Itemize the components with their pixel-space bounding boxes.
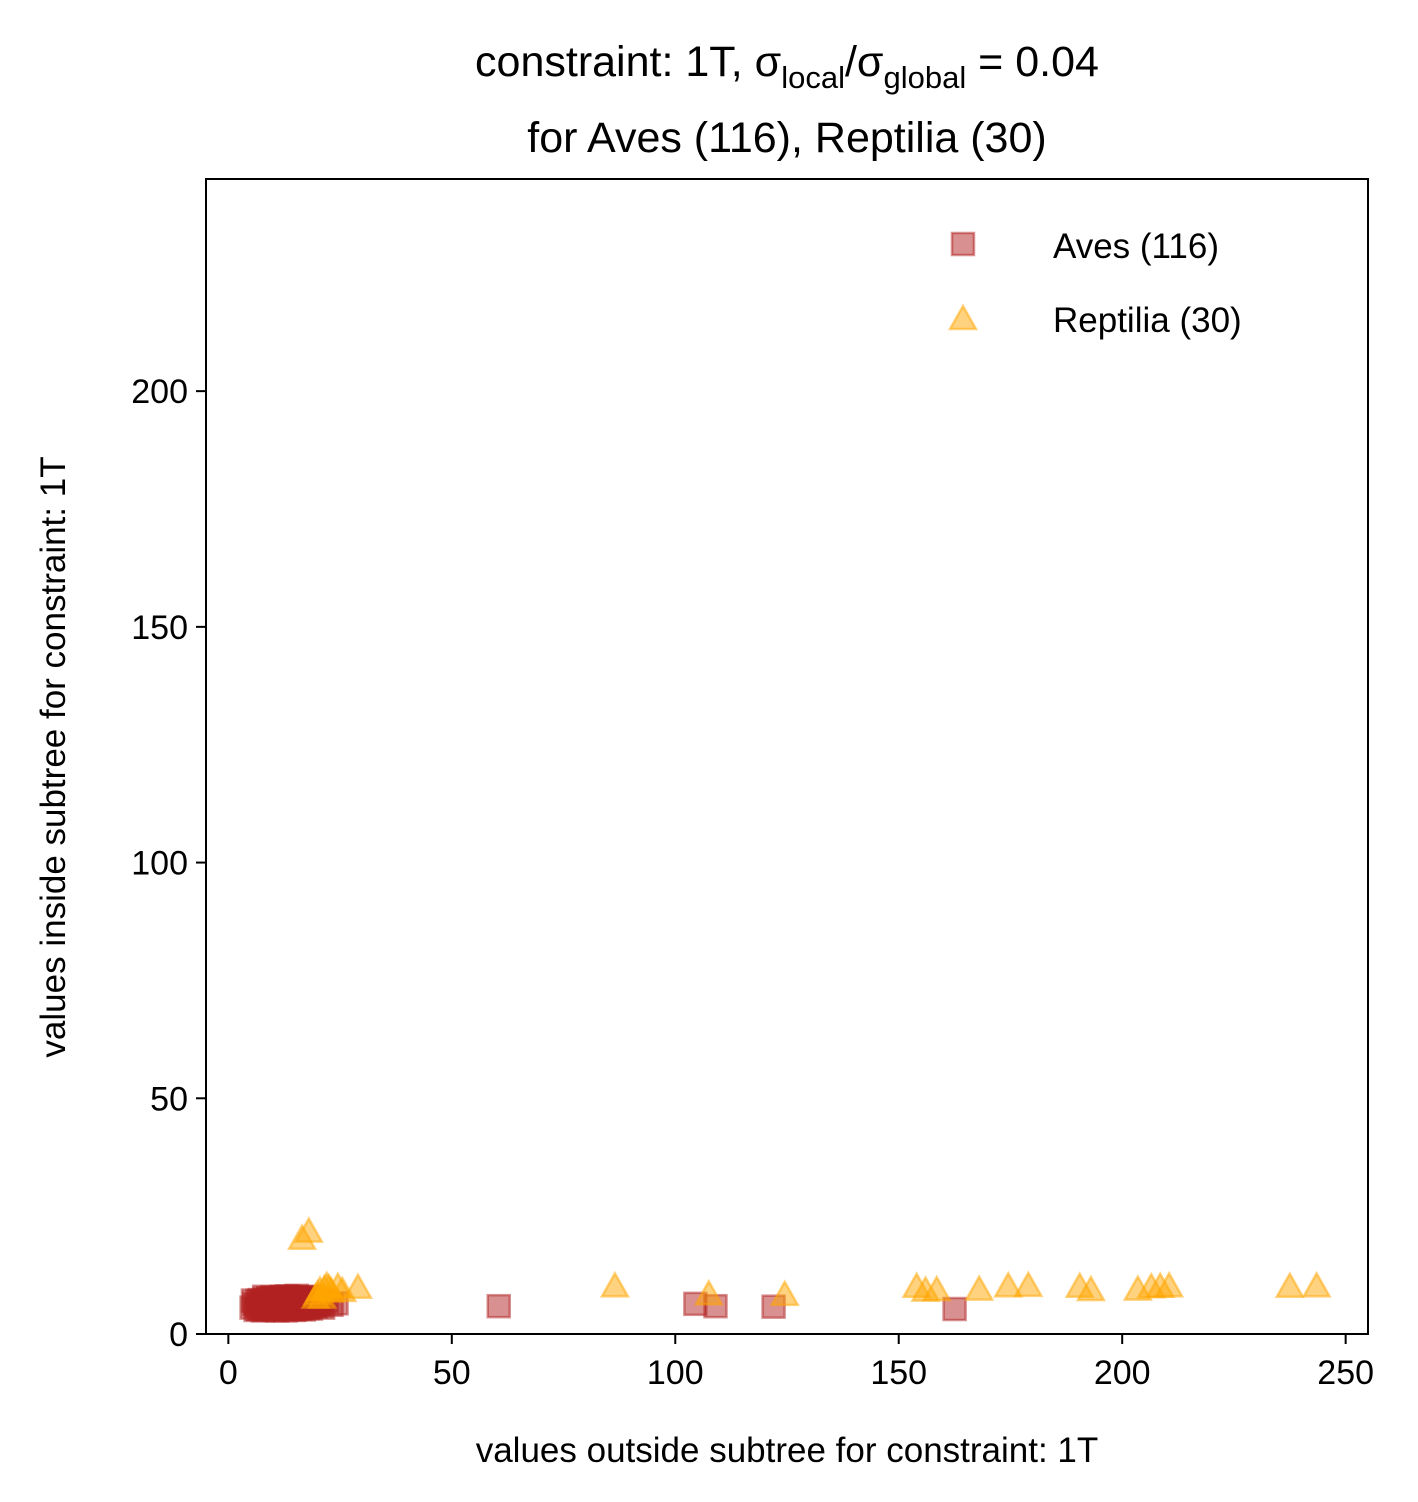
reptilia-point: [1075, 1274, 1107, 1302]
y-tick-label: 150: [131, 609, 188, 647]
legend-marker-aves: [950, 231, 976, 257]
y-tick-label: 100: [131, 845, 188, 883]
y-tick-label: 50: [150, 1080, 188, 1118]
chart-title-line2: for Aves (116), Reptilia (30): [527, 114, 1046, 162]
reptilia-point: [1013, 1270, 1044, 1298]
reptilia-point: [1301, 1270, 1332, 1298]
aves-point: [942, 1296, 967, 1322]
reptilia-point: [342, 1272, 374, 1299]
reptilia-point: [1153, 1270, 1185, 1298]
y-tick-label: 200: [131, 373, 188, 411]
reptilia-point: [1274, 1271, 1305, 1299]
x-tick-label: 50: [433, 1354, 471, 1392]
reptilia-point: [302, 1278, 333, 1306]
x-tick-label: 100: [647, 1354, 704, 1392]
aves-point: [486, 1293, 511, 1319]
reptilia-point: [599, 1270, 631, 1298]
reptilia-point: [993, 1270, 1024, 1298]
reptilia-point: [769, 1279, 800, 1307]
y-axis-label: values inside subtree for constraint: 1T: [34, 456, 73, 1057]
series-reptilia: [286, 1216, 1332, 1309]
x-tick-label: 200: [1094, 1354, 1151, 1392]
title-subscript-global: global: [883, 60, 966, 95]
y-axis-ticks: 0 50 100 150 200: [131, 373, 206, 1354]
reptilia-point: [693, 1278, 724, 1306]
reptilia-point: [964, 1274, 995, 1301]
title-subscript-local: local: [781, 60, 845, 95]
x-tick-label: 150: [870, 1354, 927, 1392]
x-tick-label: 250: [1317, 1354, 1374, 1392]
reptilia-point: [921, 1274, 952, 1302]
legend-marker-reptilia: [947, 303, 979, 331]
legend-label-aves: Aves (116): [1053, 227, 1219, 266]
aves-point: [254, 1294, 280, 1320]
legend: Aves (116) Reptilia (30): [947, 227, 1242, 340]
legend-label-reptilia: Reptilia (30): [1053, 301, 1242, 340]
chart-title-line1: constraint: 1T, σlocal/σglobal = 0.04: [475, 38, 1099, 95]
plot-area: [205, 178, 1369, 1335]
x-axis-label: values outside subtree for constraint: 1…: [476, 1431, 1099, 1470]
y-tick-label: 0: [169, 1316, 188, 1354]
x-axis-ticks: 0 50 100 150 200 250: [219, 1334, 1374, 1392]
scatter-markers: [239, 1216, 1332, 1323]
x-tick-label: 0: [219, 1354, 238, 1392]
reptilia-point: [293, 1216, 324, 1243]
